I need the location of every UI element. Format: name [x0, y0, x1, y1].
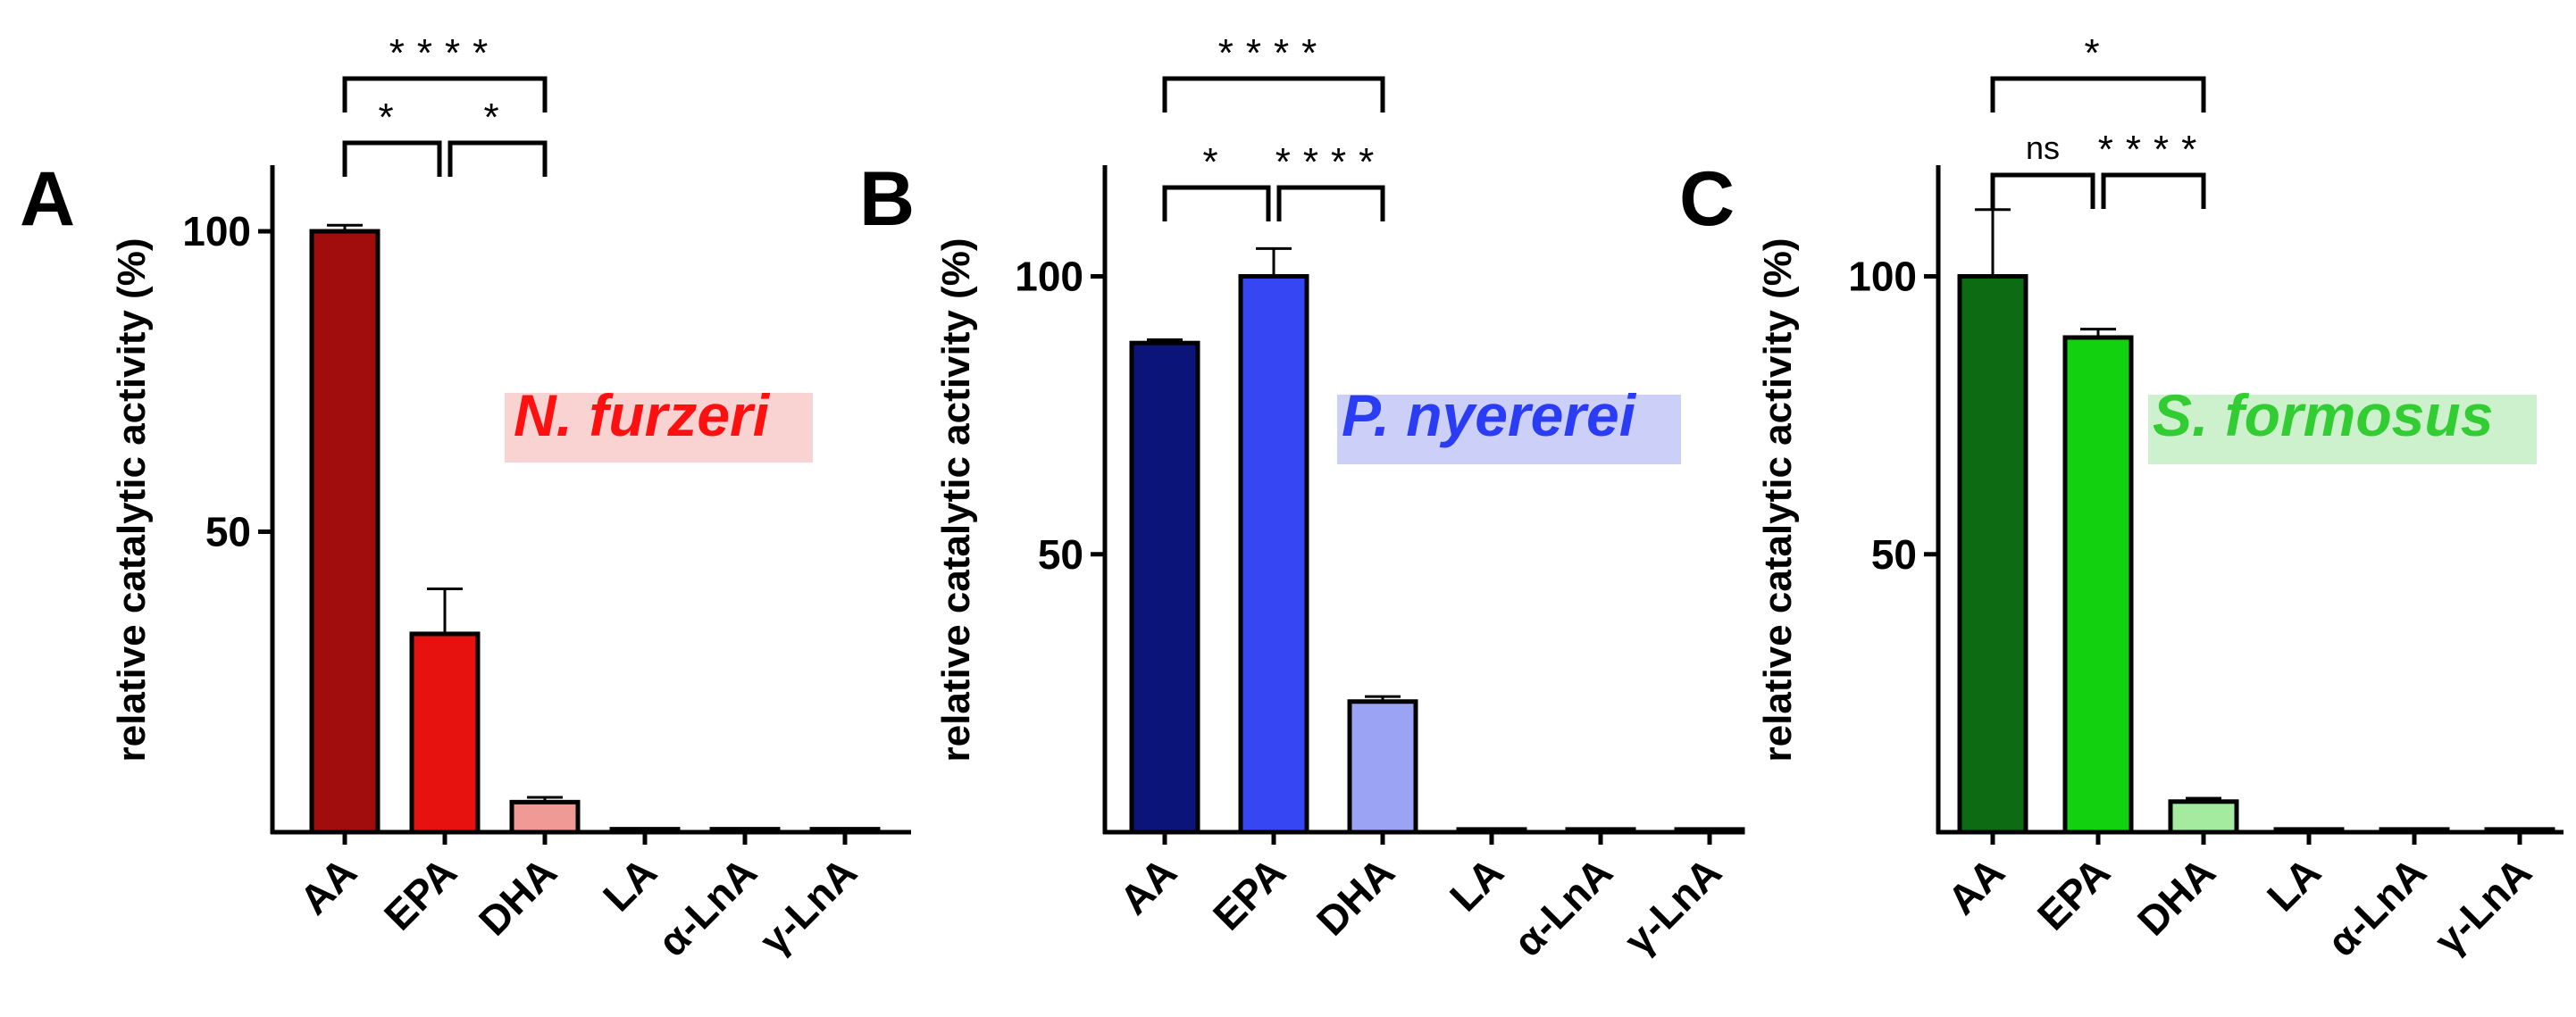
- bar: [2379, 827, 2450, 835]
- significance-label: ****: [1218, 31, 1330, 75]
- significance-bracket: [1990, 172, 2095, 209]
- bar: [509, 799, 581, 835]
- x-tick-label: AA: [1110, 848, 1185, 923]
- significance-bracket: [1276, 185, 1385, 221]
- panel-letter: B: [859, 156, 915, 242]
- bar: [609, 827, 681, 835]
- significance-label: *: [483, 96, 511, 139]
- species-highlight: [2148, 395, 2537, 464]
- bar: [809, 827, 881, 835]
- x-tick-label: γ-LnA: [1615, 848, 1730, 963]
- significance-bracket: [1162, 76, 1385, 113]
- species-highlight: [1337, 395, 1681, 464]
- x-tick-label: α-LnA: [1504, 848, 1621, 965]
- bar: [1957, 274, 2028, 835]
- x-tick-label: α-LnA: [648, 848, 765, 965]
- significance-bracket: [1162, 185, 1271, 221]
- panel-letter: A: [20, 156, 75, 242]
- x-tick-label: γ-LnA: [750, 848, 866, 963]
- species-label: S. formosus: [2153, 382, 2493, 448]
- significance-bracket: [447, 140, 548, 177]
- significance-label: *: [1202, 140, 1230, 184]
- bar: [1129, 340, 1200, 835]
- y-axis-label: relative catalytic activity (%): [110, 238, 154, 763]
- bar: [1456, 827, 1527, 835]
- x-tick-label: EPA: [2028, 848, 2119, 938]
- bar: [2484, 827, 2555, 835]
- significance-bracket: [2101, 172, 2206, 209]
- x-tick-label: EPA: [1204, 848, 1294, 938]
- species-label: P. nyererei: [1342, 382, 1637, 448]
- significance-label: *: [378, 96, 406, 139]
- bar: [309, 229, 381, 835]
- significance-label: *: [2084, 31, 2112, 75]
- x-tick-label: AA: [1938, 848, 2013, 923]
- y-tick-label: 50: [205, 509, 251, 555]
- x-tick-label: LA: [594, 848, 665, 920]
- panel-letter: C: [1679, 156, 1735, 242]
- y-tick-label: 100: [1848, 254, 1917, 300]
- significance-label: ****: [1275, 140, 1387, 184]
- y-axis-label: relative catalytic activity (%): [1756, 238, 1800, 763]
- significance-bracket: [1990, 76, 2206, 113]
- bar: [1347, 699, 1418, 835]
- y-tick-label: 100: [182, 208, 251, 254]
- bar: [1238, 274, 1309, 835]
- x-tick-label: LA: [1441, 848, 1512, 920]
- y-tick-label: 50: [1038, 531, 1083, 578]
- bar: [409, 631, 481, 835]
- x-tick-label: LA: [2258, 848, 2329, 920]
- bar: [1565, 827, 1636, 835]
- significance-bracket: [342, 76, 548, 113]
- x-tick-label: DHA: [470, 848, 565, 944]
- bar: [1674, 827, 1745, 835]
- x-tick-label: α-LnA: [2318, 848, 2435, 965]
- y-axis-label: relative catalytic activity (%): [934, 238, 978, 763]
- x-tick-label: DHA: [1308, 848, 1403, 944]
- species-label: N. furzeri: [514, 382, 771, 448]
- significance-label: ns: [2026, 129, 2060, 166]
- significance-label: ****: [389, 31, 501, 75]
- bar: [709, 827, 781, 835]
- x-tick-label: DHA: [2129, 848, 2224, 944]
- x-tick-label: AA: [290, 848, 365, 923]
- y-tick-label: 100: [1015, 254, 1083, 300]
- y-tick-label: 50: [1871, 531, 1917, 578]
- species-highlight: [505, 393, 813, 463]
- bar: [2168, 799, 2239, 835]
- significance-label: ****: [2098, 128, 2210, 171]
- x-tick-label: EPA: [375, 848, 465, 938]
- x-tick-label: γ-LnA: [2425, 848, 2540, 963]
- significance-bracket: [342, 140, 442, 177]
- bar: [2062, 335, 2134, 835]
- bar: [2273, 827, 2345, 835]
